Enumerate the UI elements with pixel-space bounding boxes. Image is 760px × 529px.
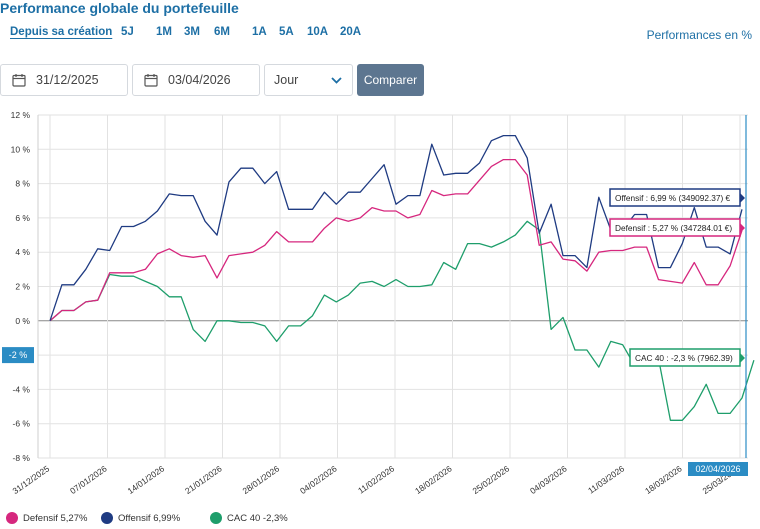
- x-tick-label: 31/12/2025: [11, 463, 52, 496]
- tooltip-pointer: [740, 353, 745, 363]
- legend-item-cac-40[interactable]: CAC 40 -2,3%: [210, 512, 288, 524]
- y-tick-label: -6 %: [13, 419, 31, 429]
- start-date-field[interactable]: 31/12/2025: [0, 64, 128, 96]
- y-tick-label: -8 %: [13, 453, 31, 463]
- tooltip-text-cac-40: CAC 40 : -2,3 % (7962.39): [635, 353, 733, 363]
- period-5d[interactable]: 5J: [121, 26, 134, 38]
- cursor-date-label: 02/04/2026: [695, 464, 740, 474]
- end-date-field[interactable]: 03/04/2026: [132, 64, 260, 96]
- x-tick-label: 11/02/2026: [356, 463, 396, 495]
- performance-chart[interactable]: 12 % 10 % 8 % 6 % 4 % 2 % 0 % -2 % -4 % -6 % -8 %3…: [0, 100, 760, 512]
- period-1m[interactable]: 1M: [156, 26, 172, 38]
- period-10y[interactable]: 10A: [307, 26, 329, 38]
- legend-label: Defensif 5,27%: [23, 512, 88, 524]
- series-line-defensif: [49, 158, 743, 322]
- tooltip-pointer: [740, 223, 745, 233]
- x-tick-label: 28/01/2026: [241, 463, 282, 496]
- period-6m[interactable]: 6M: [214, 26, 230, 38]
- y-tick-label: 10 %: [11, 144, 31, 154]
- legend-swatch: [6, 512, 18, 524]
- calendar-icon: [12, 74, 26, 87]
- x-tick-label: 04/02/2026: [298, 463, 339, 496]
- frequency-select[interactable]: Jour: [264, 64, 353, 96]
- x-tick-label: 04/03/2026: [528, 463, 569, 496]
- chevron-down-icon: [331, 76, 342, 84]
- period-5y[interactable]: 5A: [279, 26, 294, 38]
- period-20y[interactable]: 20A: [340, 26, 362, 38]
- y-tick-label: 12 %: [11, 110, 31, 120]
- cursor-date-box: [688, 462, 748, 476]
- tooltip-text-defensif: Defensif : 5,27 % (347284.01 €): [615, 223, 732, 233]
- legend-label: Offensif 6,99%: [118, 512, 181, 524]
- x-tick-label: 18/03/2026: [643, 463, 684, 496]
- x-tick-label: 21/01/2026: [183, 463, 224, 496]
- period-since-creation[interactable]: Depuis sa création: [10, 26, 113, 38]
- end-date-value: 03/04/2026: [168, 73, 231, 87]
- frequency-value: Jour: [274, 73, 299, 87]
- y-tick-label: 2 %: [15, 282, 30, 292]
- x-tick-label: 11/03/2026: [586, 463, 626, 495]
- calendar-icon: [144, 74, 158, 87]
- legend-swatch: [210, 512, 222, 524]
- x-tick-label: 18/02/2026: [413, 463, 454, 496]
- cursor-value-label: -2 %: [9, 350, 28, 360]
- legend-label: CAC 40 -2,3%: [227, 512, 288, 524]
- x-tick-label: 14/01/2026: [126, 463, 167, 496]
- period-1y[interactable]: 1A: [252, 26, 267, 38]
- tooltip-text-offensif: Offensif : 6,99 % (349092.37) €: [615, 193, 731, 203]
- x-tick-label: 07/01/2026: [68, 463, 109, 496]
- page-title: Performance globale du portefeuille: [0, 0, 239, 16]
- x-tick-label: 25/02/2026: [471, 463, 512, 496]
- y-tick-label: -4 %: [13, 384, 31, 394]
- y-tick-label: 6 %: [15, 213, 30, 223]
- legend-item-defensif[interactable]: Defensif 5,27%: [6, 512, 87, 524]
- start-date-value: 31/12/2025: [36, 73, 99, 87]
- cursor-value-box: [2, 347, 34, 364]
- y-tick-label: 8 %: [15, 179, 30, 189]
- legend-item-offensif[interactable]: Offensif 6,99%: [101, 512, 180, 524]
- legend-swatch: [101, 512, 113, 524]
- y-tick-label: 4 %: [15, 247, 30, 257]
- performances-unit-label: Performances en %: [646, 28, 752, 42]
- y-tick-label: 0 %: [15, 316, 30, 326]
- period-3m[interactable]: 3M: [184, 26, 200, 38]
- tooltip-pointer: [740, 193, 745, 203]
- compare-button[interactable]: Comparer: [357, 64, 424, 96]
